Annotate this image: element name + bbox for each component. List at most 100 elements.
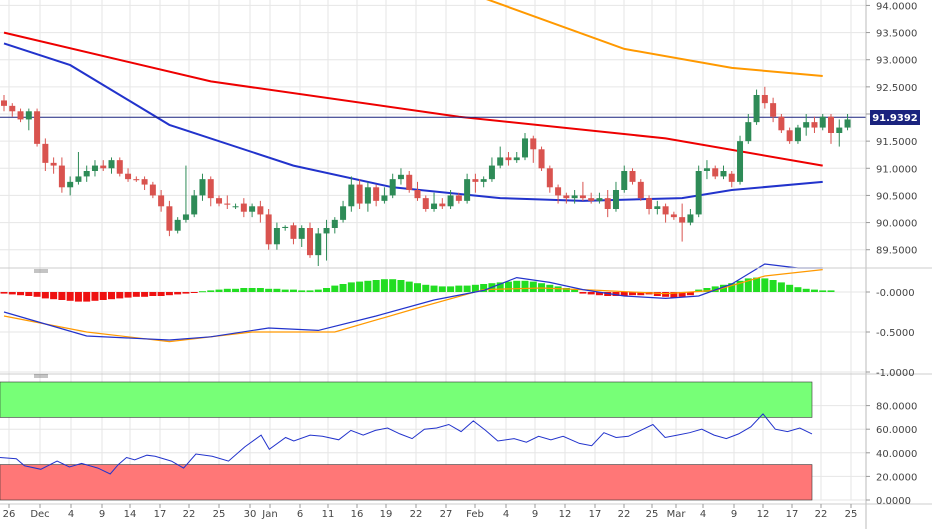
- moving-average-red: [3, 31, 823, 167]
- candle-body: [778, 116, 785, 131]
- macd-histogram-bar: [579, 292, 587, 294]
- macd-histogram-bar: [240, 288, 248, 292]
- rsi-tick-label: 0.0000: [876, 496, 911, 507]
- time-tick-label: 26: [3, 509, 16, 520]
- candle-body: [290, 225, 297, 239]
- macd-histogram-bar: [174, 292, 182, 295]
- time-tick-label: 25: [845, 509, 858, 520]
- macd-histogram-bar: [521, 280, 529, 292]
- candle-body: [439, 203, 446, 207]
- last-price-tag: 91.9392: [870, 110, 920, 125]
- macd-histogram-bar: [306, 290, 314, 292]
- macd-histogram-bar: [223, 288, 231, 292]
- time-tick-label: 22: [410, 509, 423, 520]
- panel-divider-2[interactable]: [34, 374, 48, 378]
- macd-histogram-bar: [480, 284, 488, 292]
- macd-histogram-bar: [463, 285, 471, 292]
- candle-body: [17, 111, 24, 120]
- macd-histogram-bar: [116, 292, 124, 299]
- candle-body: [191, 195, 198, 215]
- macd-histogram-bar: [786, 284, 794, 292]
- macd-tick-label: -0.5000: [876, 328, 915, 339]
- macd-histogram-bar: [438, 286, 446, 292]
- candle-body: [315, 233, 322, 256]
- candle-body: [67, 181, 74, 188]
- macd-histogram-bar: [620, 292, 628, 296]
- macd-histogram-bar: [653, 292, 661, 296]
- macd-histogram-bar: [0, 292, 8, 294]
- time-tick-label: 22: [815, 509, 828, 520]
- candle-body: [240, 203, 247, 212]
- candle-body: [373, 187, 380, 201]
- candle-body: [232, 206, 239, 208]
- macd-histogram-bar: [207, 290, 215, 292]
- macd-histogram-bar: [281, 289, 289, 292]
- macd-histogram-bar: [108, 292, 116, 300]
- macd-histogram-bar: [827, 290, 835, 292]
- macd-histogram-bar: [455, 285, 463, 292]
- macd-histogram-bar: [761, 278, 769, 292]
- panel-divider-1[interactable]: [34, 269, 48, 273]
- macd-histogram-bar: [637, 292, 645, 296]
- moving-average-orange: [486, 0, 823, 77]
- price-tick-label: 91.5000: [876, 137, 917, 148]
- macd-histogram-bar: [25, 292, 33, 296]
- macd-tick-label: -1.0000: [876, 368, 915, 379]
- price-lines-group: [3, 0, 823, 202]
- macd-histogram-bar: [215, 289, 223, 292]
- macd-histogram-bar: [256, 288, 264, 292]
- candle-body: [348, 184, 355, 207]
- rsi-tick-label: 20.0000: [876, 472, 917, 483]
- time-tick-label: 9: [532, 509, 538, 520]
- candle-body: [25, 111, 32, 120]
- rsi-overbought-zone: [0, 381, 813, 418]
- candle-body: [844, 119, 851, 128]
- macd-histogram-bar: [711, 286, 719, 292]
- candle-body: [149, 184, 156, 196]
- macd-histogram-bar: [571, 289, 579, 292]
- candle-body: [828, 116, 834, 133]
- candle-body: [83, 171, 90, 177]
- macd-histogram-bar: [595, 292, 603, 296]
- candle-body: [265, 214, 272, 245]
- candle-body: [522, 138, 529, 158]
- macd-histogram-bar: [190, 292, 198, 293]
- candle-body: [670, 214, 677, 218]
- moving-average-blue: [3, 42, 823, 202]
- time-tick-label: 12: [757, 509, 770, 520]
- macd-histogram-bar: [430, 285, 438, 292]
- candle-body: [753, 95, 760, 123]
- candle-body: [447, 195, 454, 207]
- macd-histogram-bar: [8, 292, 16, 295]
- candle-body: [464, 179, 471, 201]
- rsi-zones: [0, 381, 813, 501]
- macd-histogram-bar: [248, 288, 256, 292]
- candle-body: [257, 206, 264, 215]
- rsi-tick-label: 80.0000: [876, 402, 917, 413]
- candle-body: [538, 149, 545, 169]
- time-tick-label: 22: [618, 509, 631, 520]
- macd-histogram-bar: [372, 280, 380, 292]
- macd-histogram-bar: [529, 281, 537, 292]
- time-tick-label: 9: [731, 509, 737, 520]
- candle-body: [546, 168, 553, 188]
- macd-histogram-bar: [289, 289, 297, 292]
- macd-histogram-bar: [728, 283, 736, 292]
- candle-body: [794, 127, 801, 142]
- macd-histogram-bar: [562, 288, 570, 292]
- candle-body: [687, 214, 694, 223]
- candle-body: [116, 160, 123, 174]
- macd-histogram-bar: [265, 288, 273, 292]
- candle-body: [654, 206, 661, 209]
- candle-body: [488, 165, 495, 180]
- time-tick-label: Jan: [261, 509, 277, 520]
- candle-body: [414, 190, 421, 199]
- macd-histogram-bar: [347, 282, 355, 292]
- macd-histogram-bar: [124, 292, 132, 298]
- time-tick-label: 6: [297, 509, 303, 520]
- candle-body: [505, 157, 512, 161]
- price-tick-label: 89.5000: [876, 246, 917, 257]
- time-tick-label: 9: [99, 509, 105, 520]
- macd-histogram-bar: [323, 288, 331, 292]
